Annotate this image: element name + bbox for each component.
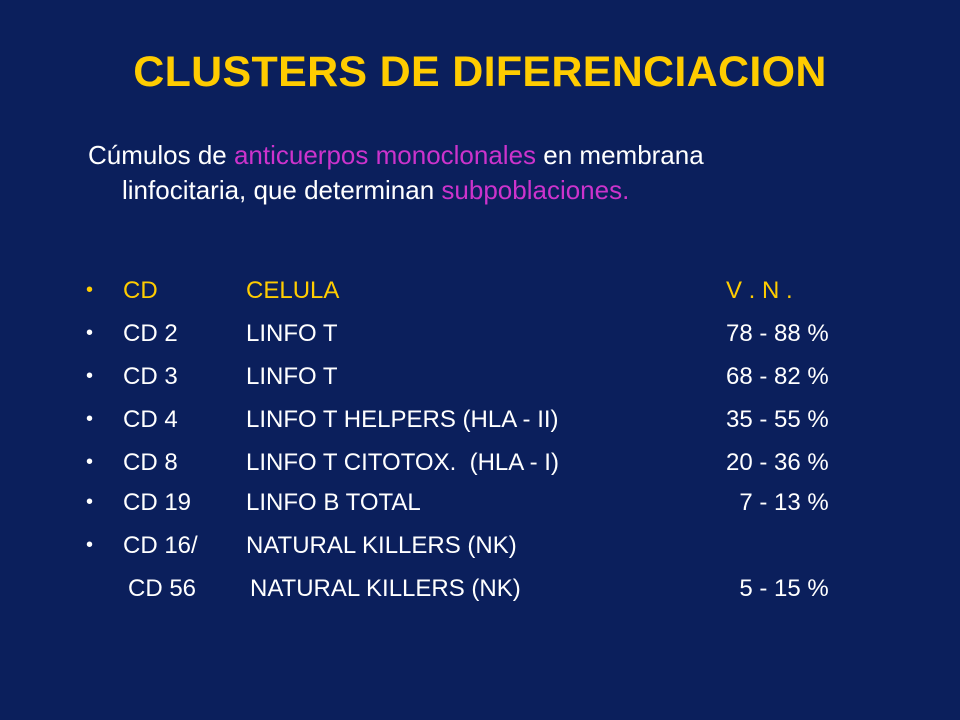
- bullet-icon: •: [86, 534, 94, 556]
- cell-celula: NATURAL KILLERS (NK): [250, 575, 521, 602]
- header-cd: CD: [123, 277, 158, 304]
- intro-text: linfocitaria, que determinan: [122, 175, 442, 205]
- intro-highlight-antibodies: anticuerpos monoclonales: [233, 140, 537, 170]
- cell-celula: LINFO T: [246, 363, 338, 390]
- bullet-icon: •: [86, 408, 94, 430]
- table-row: • CD 19 LINFO B TOTAL 7 - 13 %: [0, 489, 960, 529]
- cell-celula: LINFO T: [246, 320, 338, 347]
- table-header-row: • CD CELULA V . N .: [0, 277, 960, 317]
- cell-cd: CD 8: [123, 449, 178, 476]
- header-celula: CELULA: [246, 277, 340, 304]
- cell-cd: CD 56: [128, 575, 197, 602]
- intro-paragraph: Cúmulos de anticuerpos monoclonales en m…: [88, 138, 888, 208]
- slide-title: CLUSTERS DE DIFERENCIACION: [133, 48, 827, 96]
- table-row: • CD 3 LINFO T 68 - 82 %: [0, 363, 960, 403]
- cell-vn: 35 - 55 %: [726, 406, 829, 433]
- cell-cd: CD 16/: [123, 532, 198, 559]
- header-vn: V . N .: [726, 277, 793, 304]
- table-row: • CD 8 LINFO T CITOTOX. (HLA - I) 20 - 3…: [0, 449, 960, 489]
- bullet-icon: •: [86, 322, 94, 344]
- table-row: • CD 4 LINFO T HELPERS (HLA - II) 35 - 5…: [0, 406, 960, 446]
- bullet-icon: •: [86, 279, 94, 301]
- cell-vn: 5 - 15 %: [726, 575, 829, 602]
- intro-line-1: Cúmulos de anticuerpos monoclonales en m…: [88, 138, 888, 173]
- table-row-continuation: CD 56 NATURAL KILLERS (NK) 5 - 15 %: [0, 575, 960, 615]
- cell-cd: CD 19: [123, 489, 192, 516]
- bullet-icon: •: [86, 491, 94, 513]
- table-row: • CD 16/ NATURAL KILLERS (NK): [0, 532, 960, 572]
- intro-line-2: linfocitaria, que determinan subpoblacio…: [88, 173, 888, 208]
- cell-celula: LINFO B TOTAL: [246, 489, 421, 516]
- cell-celula: LINFO T CITOTOX. (HLA - I): [246, 449, 559, 476]
- cell-vn: 20 - 36 %: [726, 449, 829, 476]
- cell-celula: LINFO T HELPERS (HLA - II): [246, 406, 559, 433]
- cell-vn: 78 - 88 %: [726, 320, 829, 347]
- bullet-icon: •: [86, 451, 94, 473]
- cell-vn: 68 - 82 %: [726, 363, 829, 390]
- bullet-icon: •: [86, 365, 94, 387]
- intro-text: en membrana: [536, 140, 704, 170]
- cell-vn: 7 - 13 %: [726, 489, 829, 516]
- cell-cd: CD 2: [123, 320, 178, 347]
- intro-highlight-subpopulations: subpoblaciones.: [441, 175, 630, 205]
- cell-cd: CD 3: [123, 363, 178, 390]
- intro-text: Cúmulos de: [88, 140, 234, 170]
- table-row: • CD 2 LINFO T 78 - 88 %: [0, 320, 960, 360]
- cell-celula: NATURAL KILLERS (NK): [246, 532, 517, 559]
- cell-cd: CD 4: [123, 406, 178, 433]
